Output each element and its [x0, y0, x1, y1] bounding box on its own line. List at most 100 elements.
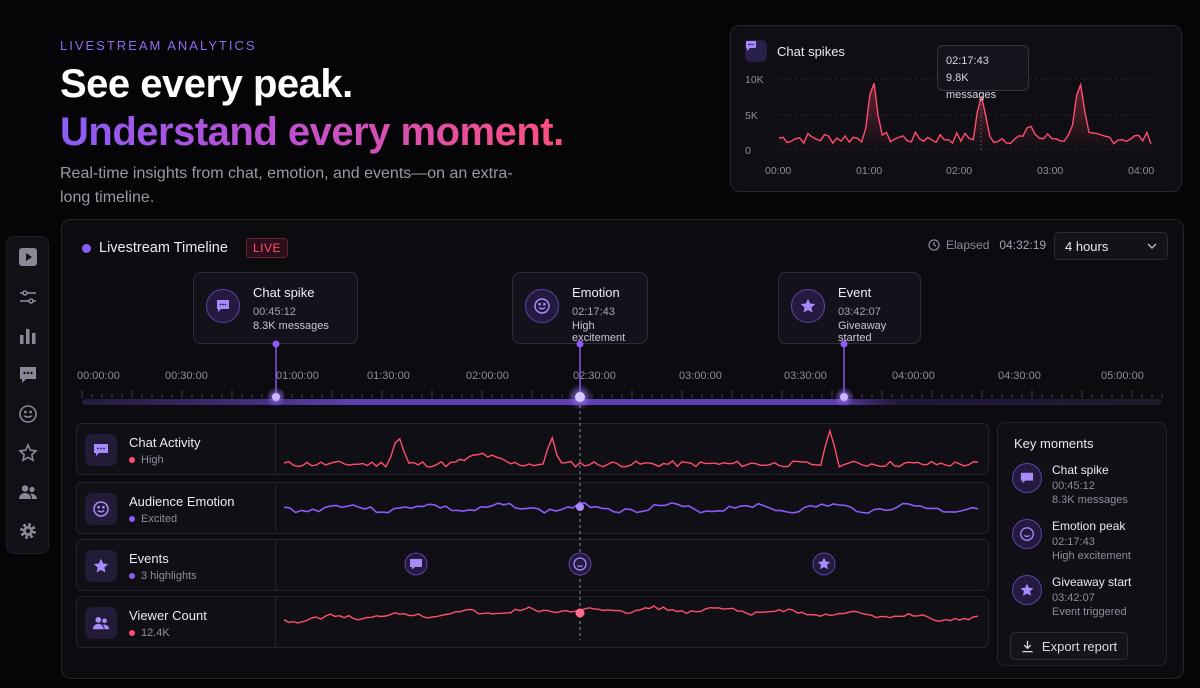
key-moment-title: Chat spike	[1052, 463, 1109, 477]
track-status: Excited	[129, 513, 177, 525]
divider	[275, 424, 276, 474]
hero-title: See every peak.	[60, 62, 353, 106]
x-tick: 01:00	[856, 165, 882, 177]
elapsed-label: Elapsed	[946, 238, 990, 252]
key-moment-title: Giveaway start	[1052, 575, 1132, 589]
panel-title: Livestream Timeline	[99, 240, 228, 256]
eyebrow-label: LIVESTREAM ANALYTICS	[60, 38, 257, 53]
range-select-value: 4 hours	[1065, 238, 1109, 254]
ruler-label: 01:00:00	[276, 370, 319, 382]
sliders-icon[interactable]	[17, 286, 39, 308]
smile-icon[interactable]	[17, 403, 39, 425]
x-tick: 02:00	[946, 165, 972, 177]
users-icon[interactable]	[17, 481, 39, 503]
chevron-down-icon	[1147, 243, 1157, 249]
marker-emotion[interactable]: Emotion 02:17:43 High excitement	[512, 272, 648, 344]
play-icon[interactable]	[17, 246, 39, 268]
hero-title-gradient: Understand every moment.	[60, 110, 564, 154]
status-dot	[129, 573, 135, 579]
key-moment-item[interactable]: Giveaway start 03:42:07 Event triggered	[1012, 575, 1162, 619]
key-moment-title: Emotion peak	[1052, 519, 1126, 533]
track-label: Events	[129, 551, 169, 566]
chat-spikes-card: 10K 5K 0 00:00 01:00 02:00 03:00 04:00 C…	[730, 25, 1182, 192]
y-tick: 0	[745, 145, 751, 157]
track-audience-emotion[interactable]: Audience Emotion Excited	[76, 482, 989, 534]
bar-chart-icon[interactable]	[17, 325, 39, 347]
status-dot	[82, 243, 91, 253]
chat-icon	[745, 40, 767, 62]
chat-icon[interactable]	[17, 364, 39, 386]
chat-icon	[85, 434, 117, 466]
divider	[275, 483, 276, 533]
ruler-label: 00:30:00	[165, 370, 208, 382]
elapsed-value: 04:32:19	[999, 238, 1047, 252]
chart-tooltip: 02:17:43 9.8K messages	[937, 45, 1029, 101]
star-icon	[1012, 575, 1042, 605]
tooltip-time: 02:17:43	[946, 55, 989, 67]
export-report-button[interactable]: Export report	[1010, 632, 1128, 660]
key-moment-time: 03:42:07	[1052, 592, 1095, 604]
track-chat-activity[interactable]: Chat Activity High	[76, 423, 989, 475]
status-dot	[129, 516, 135, 522]
marker-desc: 8.3K messages	[253, 320, 329, 332]
smile-icon	[525, 289, 559, 323]
marker-title: Emotion	[572, 285, 620, 300]
key-moment-item[interactable]: Chat spike 00:45:12 8.3K messages	[1012, 463, 1162, 507]
key-moment-item[interactable]: Emotion peak 02:17:43 High excitement	[1012, 519, 1162, 563]
marker-desc: High excitement	[572, 320, 626, 344]
track-status-text: 12.4K	[141, 627, 170, 639]
chat-spikes-chart: 10K 5K 0 00:00 01:00 02:00 03:00 04:00	[745, 74, 1154, 177]
marker-time: 03:42:07	[838, 306, 881, 318]
track-status: High	[129, 454, 164, 466]
key-moment-desc: High excitement	[1052, 550, 1131, 562]
status-dot	[129, 630, 135, 636]
marker-event[interactable]: Event 03:42:07 Giveaway started	[778, 272, 921, 344]
x-tick: 00:00	[765, 165, 791, 177]
livestream-timeline-panel: Livestream Timeline LIVE Elapsed 04:32:1…	[61, 219, 1184, 679]
hero-subtitle: Real-time insights from chat, emotion, a…	[60, 165, 513, 206]
track-status: 3 highlights	[129, 570, 197, 582]
elapsed-display: Elapsed 04:32:19	[928, 238, 1046, 252]
smile-icon	[1012, 519, 1042, 549]
gear-icon[interactable]	[17, 520, 39, 542]
marker-chat-spike[interactable]: Chat spike 00:45:12 8.3K messages	[193, 272, 358, 344]
track-label: Audience Emotion	[129, 494, 235, 509]
track-label: Viewer Count	[129, 608, 207, 623]
star-icon	[791, 289, 825, 323]
live-badge: LIVE	[245, 238, 288, 258]
status-dot	[129, 457, 135, 463]
track-status-text: High	[141, 454, 164, 466]
ruler-label: 05:00:00	[1101, 370, 1144, 382]
marker-time: 02:17:43	[572, 306, 615, 318]
y-tick: 5K	[745, 110, 758, 122]
marker-desc: Giveaway started	[838, 320, 887, 344]
key-moments-title: Key moments	[1014, 436, 1094, 451]
track-status: 12.4K	[129, 627, 170, 639]
ruler-label: 00:00:00	[77, 370, 120, 382]
chat-icon	[1012, 463, 1042, 493]
download-icon	[1022, 640, 1033, 652]
chat-icon	[206, 289, 240, 323]
range-select[interactable]: 4 hours	[1054, 232, 1168, 260]
star-icon[interactable]	[17, 442, 39, 464]
track-events[interactable]: Events 3 highlights	[76, 539, 989, 591]
tooltip-value: 9.8K messages	[946, 72, 997, 101]
marker-title: Event	[838, 285, 872, 300]
panel-header: Livestream Timeline LIVE	[82, 238, 288, 258]
smile-icon	[85, 493, 117, 525]
users-icon	[85, 607, 117, 639]
key-moment-desc: Event triggered	[1052, 606, 1127, 618]
track-status-text: 3 highlights	[141, 570, 197, 582]
divider	[275, 597, 276, 647]
key-moment-desc: 8.3K messages	[1052, 494, 1128, 506]
ruler-label: 04:00:00	[892, 370, 935, 382]
key-moment-time: 00:45:12	[1052, 480, 1095, 492]
track-viewer-count[interactable]: Viewer Count 12.4K	[76, 596, 989, 648]
key-moment-time: 02:17:43	[1052, 536, 1095, 548]
divider	[275, 540, 276, 590]
ruler-label: 03:00:00	[679, 370, 722, 382]
star-icon	[85, 550, 117, 582]
chat-spikes-title: Chat spikes	[777, 43, 845, 59]
ruler-label: 01:30:00	[367, 370, 410, 382]
clock-icon	[928, 239, 940, 251]
